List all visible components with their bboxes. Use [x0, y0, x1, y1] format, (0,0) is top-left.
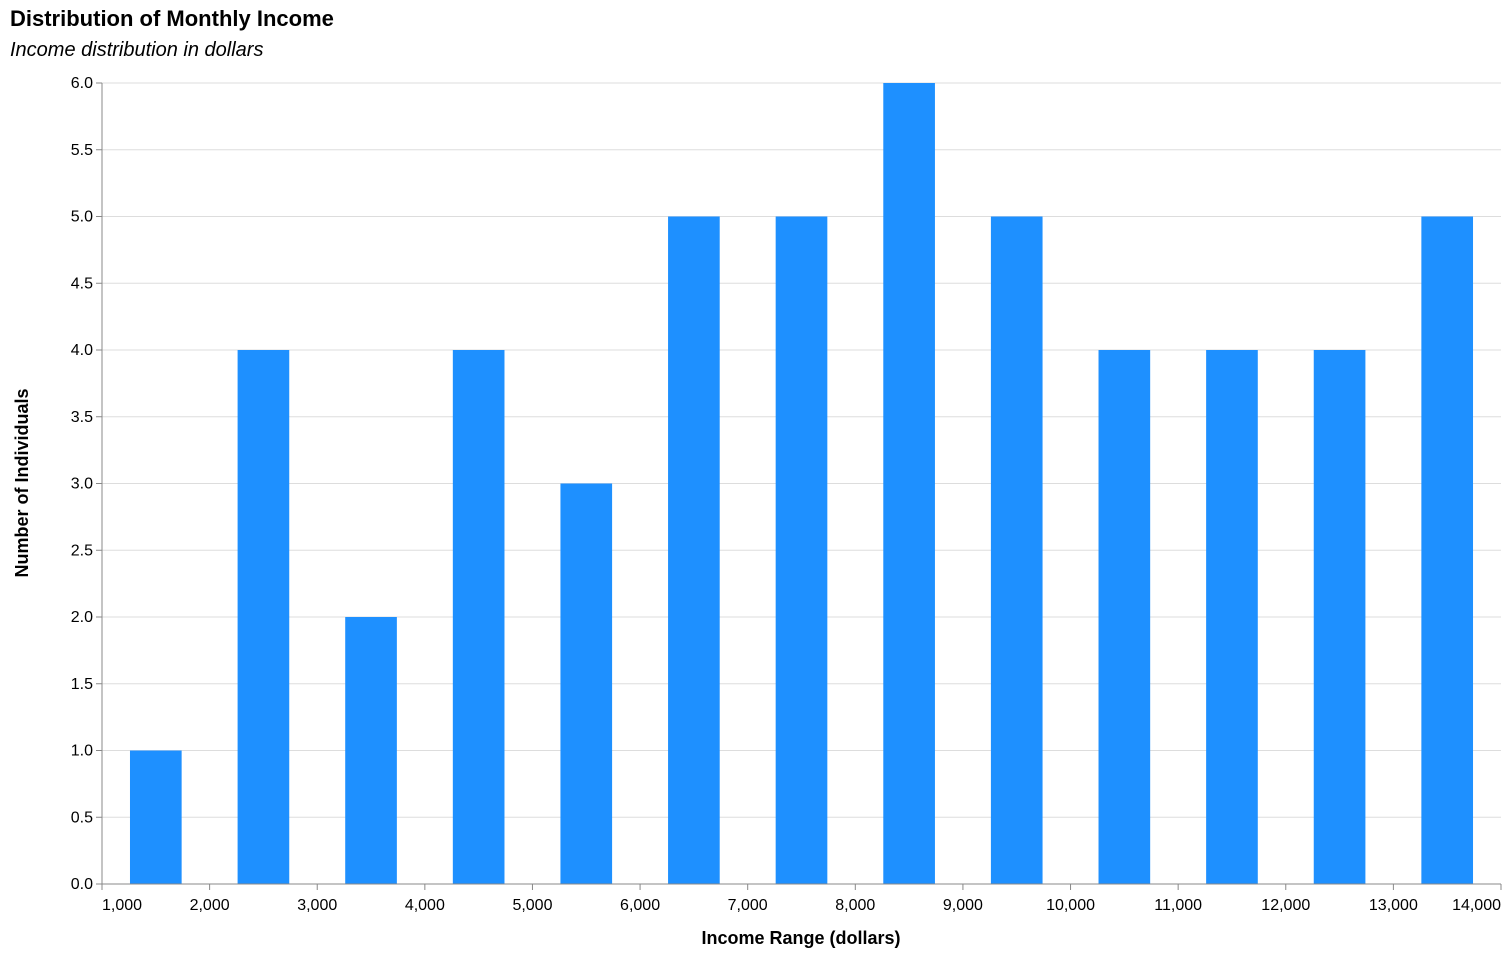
- chart-subtitle: Income distribution in dollars: [10, 39, 264, 61]
- x-tick-label: 12,000: [1261, 897, 1310, 914]
- x-tick-label: 1,000: [102, 897, 142, 914]
- y-tick-label: 5.5: [71, 142, 93, 159]
- y-axis-title: Number of Individuals: [12, 388, 32, 577]
- bar-12000-13000: [1313, 350, 1366, 884]
- bars: [129, 83, 1474, 884]
- y-tick-label: 5.0: [71, 209, 93, 226]
- bar-9000-10000: [990, 216, 1043, 884]
- bar-2000-3000: [237, 350, 290, 884]
- y-tick-label: 3.5: [71, 409, 93, 426]
- x-tick-label: 9,000: [943, 897, 983, 914]
- bar-4000-5000: [452, 350, 505, 884]
- x-tick-label: 4,000: [405, 897, 445, 914]
- bar-10000-11000: [1098, 350, 1151, 884]
- x-tick-label: 8,000: [835, 897, 875, 914]
- x-tick-label: 2,000: [190, 897, 230, 914]
- x-tick-label: 3,000: [297, 897, 337, 914]
- bar-1000-2000: [129, 750, 182, 884]
- bar-6000-7000: [668, 216, 720, 884]
- x-tick-label: 10,000: [1046, 897, 1095, 914]
- x-tick-label: 11,000: [1154, 897, 1202, 914]
- x-axis: 1,000 2,000 3,000 4,000 5,000 6,000 7,000 8,000…: [101, 883, 1502, 914]
- y-tick-label: 0.5: [71, 809, 93, 826]
- x-tick-label: 5,000: [512, 897, 552, 914]
- x-axis-title: Income Range (dollars): [701, 928, 900, 948]
- y-axis: 0.0 0.5 1.0 1.5 2.0 2.5 3.0 3.5 4.0 4.5 5.0 5.5 6.0: [71, 75, 103, 893]
- y-tick-label: 2.0: [71, 609, 93, 626]
- y-tick-label: 1.0: [71, 743, 93, 760]
- y-tick-label: 6.0: [71, 75, 93, 92]
- bar-11000-12000: [1206, 350, 1258, 884]
- x-tick-label: 6,000: [620, 897, 660, 914]
- y-tick-label: 0.0: [71, 876, 93, 893]
- y-tick-label: 1.5: [71, 676, 93, 693]
- chart-title: Distribution of Monthly Income: [10, 6, 334, 31]
- y-tick-label: 3.0: [71, 476, 93, 493]
- y-tick-label: 4.5: [71, 275, 93, 292]
- bar-13000-14000: [1421, 216, 1474, 884]
- y-tick-label: 2.5: [71, 542, 93, 559]
- bar-8000-9000: [883, 83, 935, 884]
- y-tick-label: 4.0: [71, 342, 93, 359]
- x-tick-label: 7,000: [728, 897, 768, 914]
- bar-5000-6000: [560, 483, 613, 884]
- x-tick-label: 13,000: [1369, 897, 1418, 914]
- bar-7000-8000: [775, 216, 828, 884]
- bar-3000-4000: [345, 617, 397, 884]
- x-tick-label: 14,000: [1452, 897, 1501, 914]
